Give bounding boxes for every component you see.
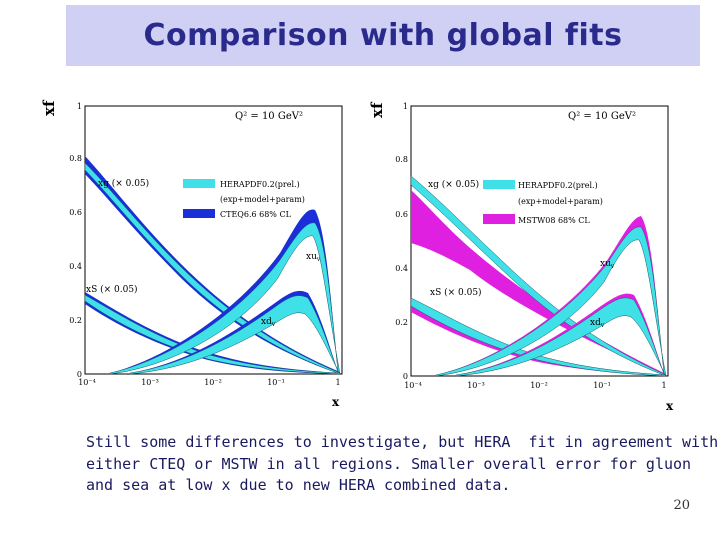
y-tick-label: 0 (77, 370, 82, 379)
x-tick-label: 10⁻³ (141, 378, 159, 387)
slide-title: Comparison with global fits (143, 18, 623, 53)
xg-label: xg (× 0.05) (98, 178, 149, 189)
y-tick-label: 0 (403, 372, 408, 381)
scale-label: Q² = 10 GeV² (568, 111, 636, 122)
x-axis-label: x (666, 399, 674, 413)
legend-swatch-hera (483, 180, 515, 189)
xuv-label: xuv (306, 252, 321, 263)
legend-entry-unc: (exp+model+param) (518, 197, 603, 206)
legend-swatch-compare (183, 209, 215, 218)
title-banner: Comparison with global fits (66, 5, 700, 66)
xuv-label-main: xu (600, 259, 611, 269)
x-tick-label: 10⁻² (204, 378, 222, 387)
y-tick-label: 0.6 (69, 208, 82, 217)
y-tick-label: 0.6 (395, 210, 408, 219)
x-tick-label: 10⁻¹ (267, 378, 285, 387)
frame (84, 105, 343, 375)
x-tick-label: 1 (335, 378, 340, 387)
x-axis-label: x (332, 395, 340, 408)
x-tick-label: 10⁻¹ (593, 381, 611, 390)
xdv-hera-band (455, 297, 667, 377)
x-tick-label: 1 (661, 381, 666, 390)
y-tick-label: 0.8 (69, 154, 82, 163)
xuv-label-sub: v (610, 263, 615, 270)
x-tick-label: 10⁻² (530, 381, 548, 390)
xdv-label: xdv (261, 317, 276, 328)
pdf-plot-cteq: xf 0 0.2 0.4 0.6 0.8 1 10⁻⁴ 10⁻³ 10⁻² 10… (40, 99, 343, 408)
xdv-label-main: xd (261, 317, 272, 327)
xuv-label-sub: v (316, 256, 321, 263)
xuv-label: xuv (600, 259, 615, 270)
pdf-plot-mstw: xf 0 0.2 0.4 0.6 0.8 1 10⁻⁴ 10⁻³ 10⁻² 10… (370, 101, 674, 413)
xs-compare-band (411, 300, 666, 376)
x-tick-labels: 10⁻⁴ 10⁻³ 10⁻² 10⁻¹ 1 (404, 381, 666, 390)
y-tick-labels: 0 0.2 0.4 0.6 0.8 1 (395, 102, 408, 381)
y-tick-label: 0.4 (69, 262, 82, 271)
y-tick-labels: 0 0.2 0.4 0.6 0.8 1 (69, 102, 82, 379)
y-axis-label: xf (370, 101, 386, 118)
xdv-label-sub: v (600, 322, 605, 329)
y-tick-label: 0.2 (395, 318, 408, 327)
x-tick-label: 10⁻³ (467, 381, 485, 390)
legend-entry-hera: HERAPDF0.2(prel.) (518, 181, 598, 190)
y-tick-label: 0.4 (395, 264, 408, 273)
legend-entry-compare: MSTW08 68% CL (518, 216, 590, 225)
caption-line: Still some differences to investigate, b… (86, 433, 719, 451)
y-tick-label: 0.2 (69, 316, 82, 325)
caption-line: either CTEQ or MSTW in all regions. Smal… (86, 454, 692, 473)
y-tick-label: 1 (77, 102, 82, 111)
y-tick-label: 0.8 (395, 155, 408, 164)
xg-label: xg (× 0.05) (428, 179, 479, 190)
x-tick-label: 10⁻⁴ (78, 378, 96, 387)
x-tick-label: 10⁻⁴ (404, 381, 422, 390)
y-axis-label: xf (40, 99, 58, 116)
y-tick-label: 1 (403, 102, 408, 111)
xdv-label-main: xd (590, 318, 601, 328)
xuv-compare-band (110, 209, 340, 374)
slide-caption: Still some differences to investigate, b… (86, 432, 719, 497)
legend-swatch-hera (183, 179, 215, 188)
scale-label: Q² = 10 GeV² (235, 111, 303, 122)
page-number: 20 (673, 498, 690, 513)
legend-entry-unc: (exp+model+param) (220, 195, 305, 204)
legend-entry-compare: CTEQ6.6 68% CL (220, 210, 292, 219)
legend-entry-hera: HERAPDF0.2(prel.) (220, 180, 300, 189)
xdv-hera-band (129, 295, 341, 375)
xdv-label-sub: v (271, 321, 276, 328)
xs-label: xS (× 0.05) (86, 284, 138, 295)
xdv-label: xdv (590, 318, 605, 329)
legend-swatch-compare (483, 214, 515, 224)
xuv-label-main: xu (306, 252, 317, 262)
xs-label: xS (× 0.05) (430, 287, 482, 298)
x-tick-labels: 10⁻⁴ 10⁻³ 10⁻² 10⁻¹ 1 (78, 378, 340, 387)
caption-line: and sea at low x due to new HERA combine… (86, 476, 511, 494)
